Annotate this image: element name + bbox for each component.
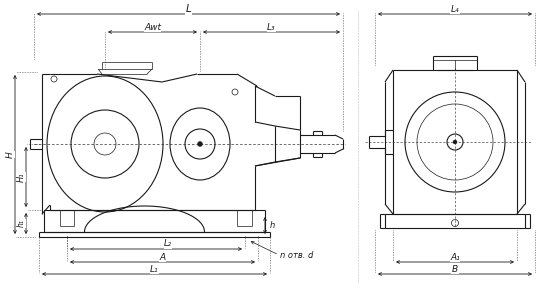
Text: L₄: L₄ xyxy=(450,4,459,13)
Text: A₁: A₁ xyxy=(450,253,460,262)
Circle shape xyxy=(197,142,202,147)
Text: L: L xyxy=(186,4,191,14)
Text: L₂: L₂ xyxy=(164,239,172,248)
Text: L₁: L₁ xyxy=(150,265,159,274)
Text: h: h xyxy=(270,221,274,230)
Text: H: H xyxy=(6,151,14,158)
Text: L₃: L₃ xyxy=(267,22,276,32)
Text: H₁: H₁ xyxy=(16,172,25,182)
Text: h₁: h₁ xyxy=(16,220,25,227)
Circle shape xyxy=(453,140,457,144)
Text: n отв. d: n отв. d xyxy=(280,251,313,260)
Text: Awt: Awt xyxy=(144,22,161,32)
Text: B: B xyxy=(452,265,458,274)
Text: A: A xyxy=(160,253,166,262)
